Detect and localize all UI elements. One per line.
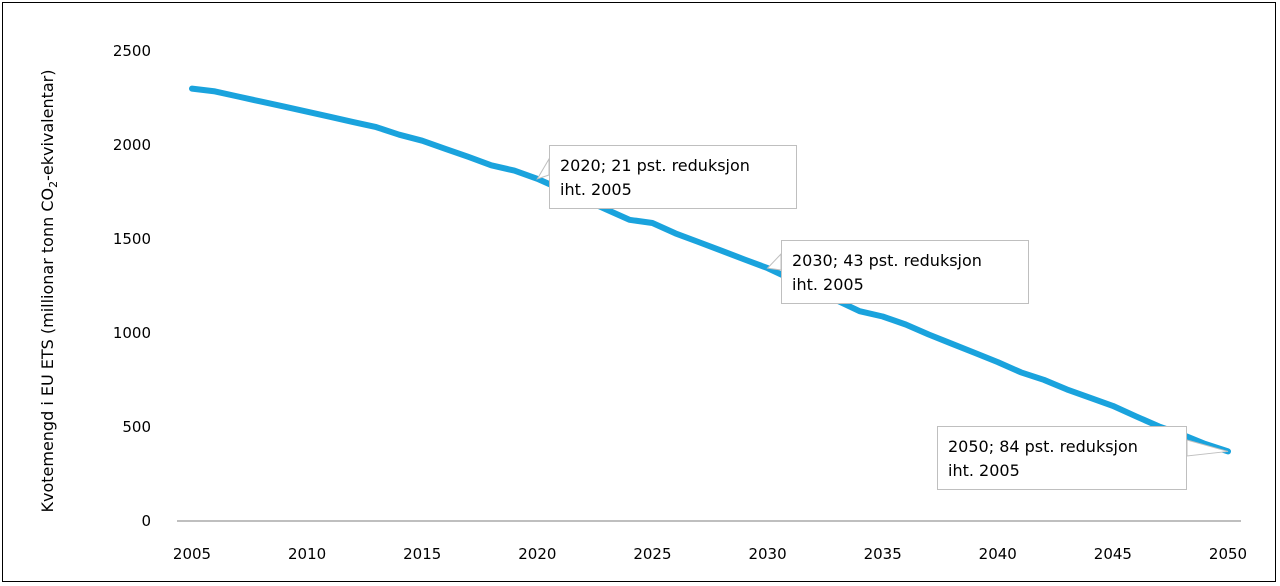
- callout-2030: 2030; 43 pst. reduksjon iht. 2005: [781, 240, 1029, 304]
- line-chart: Kvotemengd i EU ETS (millionar tonn CO2-…: [38, 42, 1247, 563]
- callout-2050-line1: 2050; 84 pst. reduksjon: [948, 437, 1138, 456]
- x-tick-label: 2010: [288, 545, 326, 563]
- callout-2020: 2020; 21 pst. reduksjon iht. 2005: [549, 145, 797, 209]
- x-tick-label: 2025: [633, 545, 671, 563]
- x-tick-label: 2015: [403, 545, 441, 563]
- callout-2020-line1: 2020; 21 pst. reduksjon: [560, 156, 750, 175]
- x-tick-label: 2005: [173, 545, 211, 563]
- y-axis-label: Kvotemengd i EU ETS (millionar tonn CO2-…: [38, 69, 60, 512]
- y-tick-labels: 0 500 1000 1500 2000 2500: [113, 42, 151, 530]
- x-tick-label: 2050: [1209, 545, 1247, 563]
- callout-2030-line1: 2030; 43 pst. reduksjon: [792, 251, 982, 270]
- x-tick-label: 2035: [864, 545, 902, 563]
- y-tick-label: 1500: [113, 230, 151, 248]
- x-tick-label: 2020: [518, 545, 556, 563]
- x-tick-label: 2045: [1094, 545, 1132, 563]
- x-tick-labels: 2005 2010 2015 2020 2025 2030 2035 2040 2045 2050: [173, 545, 1247, 563]
- callout-2050-line2: iht. 2005: [948, 461, 1020, 480]
- callout-pointer: [536, 157, 550, 180]
- y-tick-label: 1000: [113, 324, 151, 342]
- x-tick-label: 2030: [748, 545, 786, 563]
- y-tick-label: 0: [141, 512, 151, 530]
- callout-2020-line2: iht. 2005: [560, 180, 632, 199]
- callout-2030-line2: iht. 2005: [792, 275, 864, 294]
- y-tick-label: 2000: [113, 136, 151, 154]
- x-tick-label: 2040: [979, 545, 1017, 563]
- series-line: [189, 85, 1231, 455]
- callout-pointer: [1186, 439, 1229, 457]
- callout-2050: 2050; 84 pst. reduksjon iht. 2005: [937, 426, 1187, 490]
- callout-pointer: [766, 252, 782, 271]
- callout-pointers: [536, 157, 1229, 457]
- y-tick-label: 500: [122, 418, 151, 436]
- y-tick-label: 2500: [113, 42, 151, 60]
